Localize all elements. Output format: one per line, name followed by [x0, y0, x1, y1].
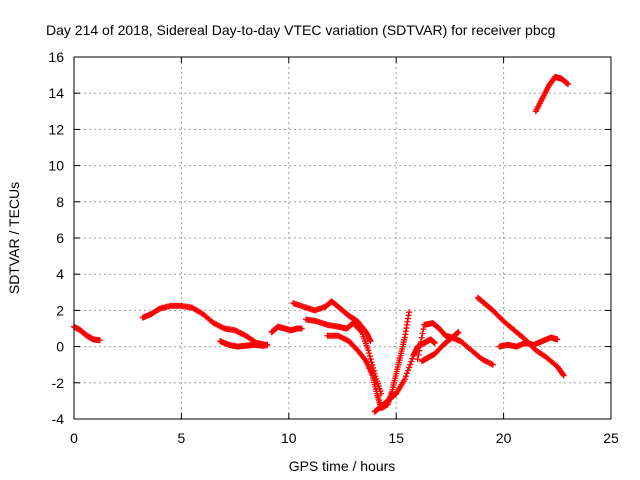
- data-point: [489, 361, 496, 368]
- y-tick-label: 4: [56, 266, 64, 282]
- series-arc-1: [71, 323, 103, 344]
- data-point: [401, 376, 408, 383]
- data-point: [488, 361, 495, 368]
- data-markers: [71, 73, 572, 415]
- series-arc-6: [302, 316, 385, 397]
- y-tick-label: -4: [52, 411, 65, 427]
- data-point: [357, 327, 364, 334]
- data-point: [408, 358, 415, 365]
- data-point: [416, 347, 423, 354]
- data-point: [406, 364, 413, 371]
- data-point: [405, 367, 412, 374]
- data-point: [554, 336, 561, 343]
- series-arc-2: [139, 302, 269, 348]
- series-arc-10: [418, 329, 462, 365]
- data-point: [220, 324, 227, 331]
- y-tick-label: 8: [56, 194, 64, 210]
- y-tick-label: 10: [48, 158, 64, 174]
- data-point: [431, 339, 438, 346]
- y-tick-label: 6: [56, 230, 64, 246]
- x-axis-label: GPS time / hours: [289, 458, 396, 474]
- data-point: [402, 373, 409, 380]
- data-point: [366, 350, 373, 357]
- y-tick-label: -2: [52, 375, 65, 391]
- x-tick-label: 25: [603, 430, 619, 446]
- data-point: [264, 341, 271, 348]
- y-tick-label: 16: [48, 49, 64, 65]
- x-tick-label: 20: [496, 430, 512, 446]
- x-tick-label: 15: [388, 430, 404, 446]
- series-arc-12: [496, 334, 561, 350]
- data-point: [368, 358, 375, 365]
- data-point: [455, 329, 462, 336]
- series-arc-8: [371, 336, 438, 415]
- y-tick-label: 0: [56, 339, 64, 355]
- series-arc-5: [290, 298, 374, 345]
- data-point: [560, 372, 567, 379]
- series-arc-9: [414, 320, 496, 368]
- y-axis-label: SDTVAR / TECUs: [6, 182, 22, 294]
- series-arc-13: [532, 73, 572, 115]
- series-arc-7: [324, 309, 413, 412]
- data-point: [298, 325, 305, 332]
- x-tick-label: 0: [70, 430, 78, 446]
- x-tick-label: 10: [281, 430, 297, 446]
- data-point: [367, 338, 374, 345]
- y-tick-label: 12: [48, 121, 64, 137]
- data-point: [564, 80, 571, 87]
- x-tick-label: 5: [178, 430, 186, 446]
- axis-ticks: 0 5 10 15 20 25 -4 -2 0 2 4 6 8 10 12 14 16: [48, 49, 619, 446]
- data-point: [403, 370, 410, 377]
- data-point: [417, 339, 424, 346]
- grid: [74, 57, 611, 419]
- data-point: [407, 361, 414, 368]
- data-point: [559, 371, 566, 378]
- data-point: [96, 337, 103, 344]
- data-point: [417, 343, 424, 350]
- data-point: [367, 356, 374, 363]
- data-point: [365, 347, 372, 354]
- data-point: [415, 351, 422, 358]
- data-point: [366, 353, 373, 360]
- data-point: [414, 356, 421, 363]
- data-point: [454, 329, 461, 336]
- data-point: [565, 81, 572, 88]
- series-arc-4: [268, 323, 305, 336]
- chart-title: Day 214 of 2018, Sidereal Day-to-day VTE…: [46, 22, 555, 38]
- data-point: [419, 330, 426, 337]
- y-tick-label: 2: [56, 302, 64, 318]
- data-point: [420, 326, 427, 333]
- data-point: [409, 355, 416, 362]
- data-point: [418, 334, 425, 341]
- y-tick-label: 14: [48, 85, 64, 101]
- series-arc-3: [217, 338, 271, 350]
- data-point: [406, 309, 413, 316]
